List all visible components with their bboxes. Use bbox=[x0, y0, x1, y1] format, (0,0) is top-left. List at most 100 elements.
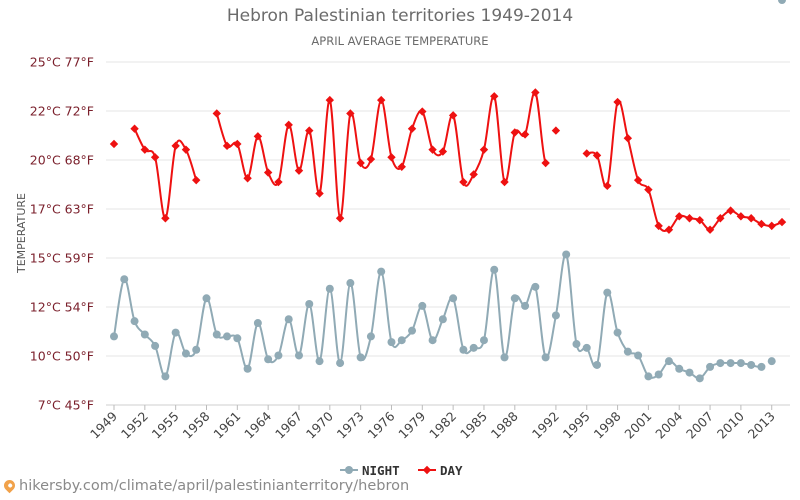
y-tick-label: 25°C 77°F bbox=[30, 55, 94, 70]
day-point bbox=[192, 175, 201, 185]
day-point bbox=[109, 139, 119, 149]
day-point bbox=[263, 168, 273, 177]
day-point bbox=[243, 174, 252, 183]
x-tick-label: 1952 bbox=[118, 409, 151, 442]
x-tick-label: 1973 bbox=[334, 409, 367, 442]
legend-label: NIGHT bbox=[362, 463, 400, 478]
day-point bbox=[222, 141, 232, 151]
night-point bbox=[243, 364, 252, 373]
day-point bbox=[520, 130, 530, 139]
x-tick-label: 1988 bbox=[488, 408, 521, 441]
y-tick-label: 12°C 54°F bbox=[30, 300, 94, 315]
day-point bbox=[479, 145, 489, 154]
day-point bbox=[233, 139, 242, 149]
y-tick-label: 10°C 50°F bbox=[30, 349, 94, 364]
day-point bbox=[294, 166, 304, 175]
day-point bbox=[705, 225, 715, 234]
night-point bbox=[767, 357, 776, 366]
night-point bbox=[551, 311, 560, 320]
x-tick-label: 1982 bbox=[426, 409, 459, 442]
day-point bbox=[551, 126, 561, 135]
day-point bbox=[675, 212, 684, 221]
day-point bbox=[582, 149, 591, 158]
night-point bbox=[151, 341, 160, 350]
x-tick-label: 1976 bbox=[364, 408, 397, 441]
day-point bbox=[366, 154, 376, 164]
location-pin-icon bbox=[1, 477, 18, 494]
day-point bbox=[469, 170, 478, 179]
day-point bbox=[315, 189, 324, 198]
night-point bbox=[181, 349, 190, 358]
day-point bbox=[592, 151, 602, 160]
x-tick-label: 2004 bbox=[652, 408, 685, 441]
night-point bbox=[479, 336, 488, 345]
night-point bbox=[736, 359, 745, 368]
day-point bbox=[335, 214, 345, 223]
night-point bbox=[264, 355, 273, 364]
night-point bbox=[664, 357, 673, 366]
legend-item-day[interactable]: DAY bbox=[418, 463, 463, 478]
day-point bbox=[284, 120, 293, 130]
night-point bbox=[778, 0, 786, 4]
night-point bbox=[233, 334, 242, 343]
night-point bbox=[685, 368, 694, 377]
night-point bbox=[325, 284, 334, 293]
x-tick-label: 1992 bbox=[529, 409, 562, 442]
night-point bbox=[161, 372, 170, 381]
night-point bbox=[294, 351, 303, 360]
night-point bbox=[593, 360, 602, 369]
night-point bbox=[387, 338, 396, 347]
day-point bbox=[541, 158, 550, 168]
legend-label: DAY bbox=[440, 463, 463, 478]
night-point bbox=[192, 345, 201, 354]
x-tick-label: 1955 bbox=[149, 409, 182, 442]
night-point bbox=[130, 317, 139, 326]
y-tick-label: 17°C 63°F bbox=[30, 202, 94, 217]
legend-item-night[interactable]: NIGHT bbox=[340, 463, 400, 478]
night-point bbox=[397, 336, 406, 345]
night-point bbox=[469, 343, 478, 352]
night-point bbox=[428, 336, 437, 345]
legend[interactable]: NIGHT DAY bbox=[340, 463, 463, 478]
day-point bbox=[356, 158, 365, 168]
day-point bbox=[664, 225, 674, 234]
x-tick-label: 2007 bbox=[683, 409, 716, 442]
day-point bbox=[418, 107, 427, 116]
day-point bbox=[305, 126, 314, 135]
x-tick-label: 2010 bbox=[714, 408, 747, 441]
day-point bbox=[438, 147, 448, 156]
day-point bbox=[736, 212, 746, 221]
day-point bbox=[181, 145, 191, 154]
series-night bbox=[110, 0, 786, 383]
day-point bbox=[161, 214, 170, 223]
grid bbox=[106, 61, 790, 406]
night-point bbox=[695, 374, 704, 383]
day-point bbox=[757, 219, 766, 229]
day-point bbox=[726, 206, 735, 215]
day-point bbox=[387, 153, 396, 162]
footer-link[interactable]: hikersby.com/climate/april/palestiniante… bbox=[1, 477, 409, 494]
x-tick-label: 1995 bbox=[560, 409, 593, 442]
day-point bbox=[459, 177, 468, 187]
x-tick-label: 1970 bbox=[303, 408, 336, 441]
night-point bbox=[356, 353, 365, 362]
night-point bbox=[305, 300, 314, 309]
night-line bbox=[113, 253, 762, 380]
day-point bbox=[253, 132, 263, 141]
series bbox=[109, 0, 787, 383]
night-point bbox=[675, 364, 684, 373]
night-point bbox=[366, 332, 375, 341]
day-point bbox=[531, 88, 540, 97]
night-point bbox=[212, 330, 221, 339]
x-tick-label: 2001 bbox=[621, 409, 654, 442]
axes: 7°C 45°F 10°C 50°F 12°C 54°F 15°C 59°F 17°C … bbox=[15, 55, 778, 442]
day-point bbox=[777, 217, 787, 227]
night-point bbox=[459, 345, 468, 354]
day-point bbox=[746, 214, 756, 223]
x-tick-label: 1967 bbox=[272, 409, 305, 442]
x-tick-label: 1964 bbox=[241, 408, 274, 441]
night-point bbox=[140, 330, 149, 339]
day-line bbox=[133, 128, 198, 220]
x-tick-label: 1998 bbox=[591, 408, 624, 441]
night-point bbox=[634, 351, 643, 360]
